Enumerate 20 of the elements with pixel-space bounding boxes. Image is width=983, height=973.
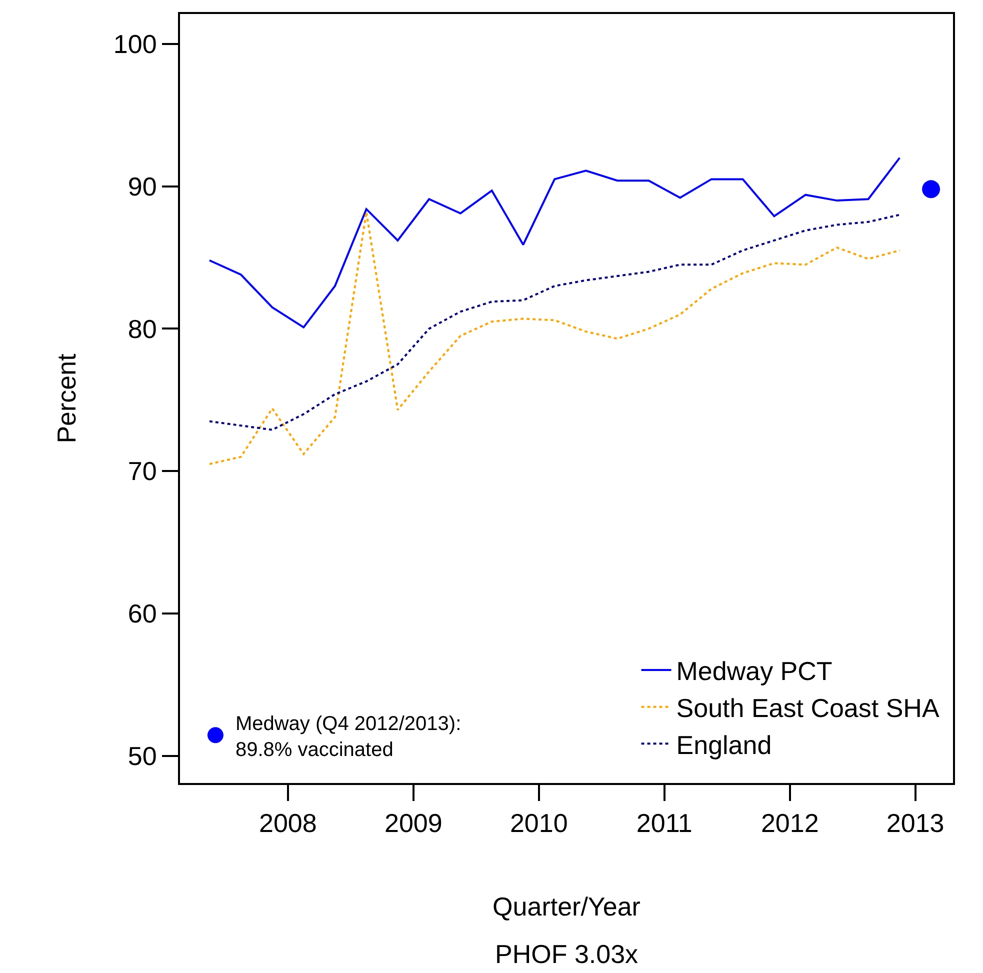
x-tick-label: 2008: [259, 808, 317, 838]
y-tick-label: 70: [128, 456, 157, 486]
legend-label: South East Coast SHA: [676, 692, 940, 723]
legend-label: England: [676, 730, 772, 760]
y-tick-label: 60: [128, 598, 157, 629]
y-tick-label: 50: [128, 741, 157, 772]
text: PHOF 3.03x: [495, 939, 638, 969]
x-tick-label: 2011: [636, 808, 692, 838]
legend-label: Medway (Q4 2012/2013): 89.8% vaccinated: [235, 712, 462, 761]
x-axis-title: Quarter/Year: [492, 891, 641, 922]
x-tick-label: 2010: [510, 808, 568, 838]
y-axis-title: Percent: [51, 352, 82, 444]
y-tick-label: 90: [128, 171, 157, 202]
legend-label: Medway PCT: [676, 656, 832, 686]
x-tick-label: 2009: [384, 808, 442, 838]
y-tick-label: 80: [128, 314, 157, 344]
line-series: [208, 156, 901, 328]
x-tick-label: 2013: [886, 808, 944, 838]
y-tick-label: 100: [113, 29, 157, 60]
x-tick-label: 2012: [760, 808, 819, 838]
